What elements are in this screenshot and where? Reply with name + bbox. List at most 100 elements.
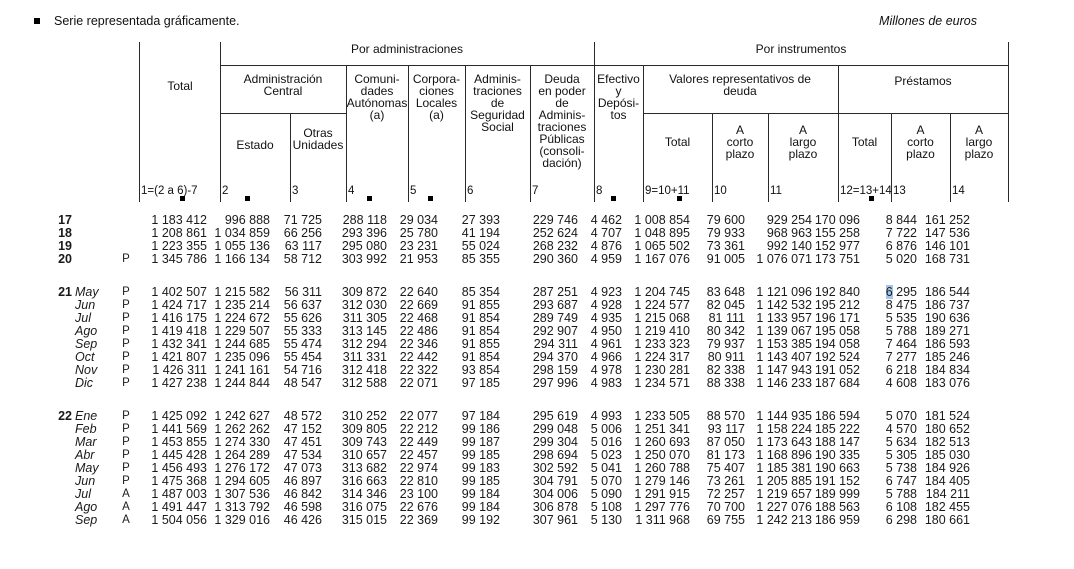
value-cell: 48 547	[283, 376, 322, 390]
value-cell: 1 416 175	[151, 311, 207, 325]
value-cell: 81 111	[708, 311, 745, 325]
value-cell: 189 999	[814, 487, 860, 501]
value-cell: 1 453 855	[151, 435, 207, 449]
value-cell: 1 291 915	[634, 487, 690, 501]
value-cell: 79 937	[706, 337, 745, 351]
value-cell: 303 992	[341, 252, 387, 266]
value-cell: 99 185	[461, 474, 500, 488]
value-cell: 8 475	[885, 298, 917, 312]
value-cell: 295 619	[532, 409, 578, 423]
value-cell: 87 050	[706, 435, 745, 449]
colnum-7: 7	[532, 185, 539, 197]
year-label: 21	[58, 285, 72, 299]
value-cell: 1 139 067	[756, 324, 812, 338]
value-cell: 1 427 238	[151, 376, 207, 390]
value-cell: 5 023	[590, 448, 622, 462]
value-cell: 56 637	[283, 298, 322, 312]
value-cell: 304 006	[532, 487, 578, 501]
value-cell: 75 407	[706, 461, 745, 475]
value-cell: 22 322	[399, 363, 438, 377]
value-cell: 1 244 844	[214, 376, 270, 390]
value-cell: 1 441 569	[151, 422, 207, 436]
value-cell: 195 058	[814, 324, 860, 338]
value-cell: 309 805	[341, 422, 387, 436]
value-cell: 47 152	[283, 422, 322, 436]
value-cell: 186 544	[924, 285, 970, 299]
value-cell: 93 117	[707, 422, 745, 436]
colnum-9: 9=10+11	[645, 185, 690, 197]
colnum-8: 8	[596, 185, 603, 197]
month-label: Sep	[75, 513, 98, 527]
value-cell: 299 048	[532, 422, 578, 436]
value-cell: 1 250 070	[634, 448, 690, 462]
value-cell: 97 185	[461, 376, 500, 390]
status-flag: P	[122, 410, 130, 422]
value-cell: 99 183	[461, 461, 500, 475]
table-border-line	[643, 113, 1008, 114]
value-cell: 1 475 368	[151, 474, 207, 488]
table-border-line	[643, 65, 644, 202]
colnum-4: 4	[348, 185, 355, 197]
value-cell: 5 788	[885, 324, 917, 338]
col-header-prestamos-corto: A corto plazo	[906, 123, 935, 161]
value-cell: 85 355	[461, 252, 500, 266]
table-border-line	[346, 65, 347, 202]
value-cell: 310 657	[341, 448, 387, 462]
value-cell: 22 212	[399, 422, 438, 436]
table-border-line	[1008, 42, 1009, 202]
col-header-corporaciones: Corpora- ciones Locales (a)	[412, 72, 461, 122]
value-cell: 4 950	[590, 324, 622, 338]
table-row: Feb P 1 441 569 1 262 262 47 152 309 805 22 21…	[0, 423, 1074, 436]
value-cell: 1 146 233	[756, 376, 812, 390]
value-cell: 298 694	[532, 448, 578, 462]
col-header-valores: Valores representativos de deuda	[669, 72, 811, 98]
value-cell: 5 108	[590, 500, 622, 514]
value-cell: 155 258	[814, 226, 860, 240]
value-cell: 41 194	[461, 226, 500, 240]
value-cell: 310 252	[341, 409, 387, 423]
value-cell: 99 185	[461, 448, 500, 462]
value-cell: 85 354	[461, 285, 500, 299]
value-cell: 316 663	[341, 474, 387, 488]
value-cell: 29 034	[399, 213, 438, 227]
value-cell: 1 224 577	[634, 298, 690, 312]
value-cell: 81 173	[706, 448, 745, 462]
value-cell: 4 983	[590, 376, 622, 390]
value-cell: 22 486	[399, 324, 438, 338]
month-label: Abr	[75, 448, 95, 462]
month-label: Nov	[75, 363, 98, 377]
value-cell: 22 442	[399, 350, 438, 364]
value-cell: 173 751	[814, 252, 860, 266]
col-header-efectivo: Efectivo y Depósi- tos	[597, 72, 640, 122]
value-cell: 1 224 672	[214, 311, 270, 325]
units-label: Millones de euros	[879, 14, 977, 28]
legend-text: Serie representada gráficamente.	[54, 14, 240, 28]
selected-text[interactable]: 6	[885, 285, 893, 299]
value-cell: 1 262 262	[214, 422, 270, 436]
value-cell: 58 712	[283, 252, 322, 266]
value-cell: 4 570	[885, 422, 917, 436]
value-cell: 5 788	[885, 487, 917, 501]
value-cell: 99 192	[461, 513, 500, 527]
value-cell: 968 963	[766, 226, 812, 240]
value-cell: 5 090	[590, 487, 622, 501]
value-cell: 66 256	[283, 226, 322, 240]
value-cell: 184 211	[925, 487, 970, 501]
value-cell: 1 426 311	[152, 363, 207, 377]
value-cell: 5 016	[590, 435, 622, 449]
value-cell: 313 682	[341, 461, 387, 475]
value-cell: 184 926	[924, 461, 970, 475]
month-label: Jun	[75, 298, 96, 312]
value-cell: 22 810	[399, 474, 438, 488]
value-cell: 1 260 693	[634, 435, 690, 449]
table-row: Jun P 1 424 717 1 235 214 56 637 312 030 22 66…	[0, 299, 1074, 312]
value-cell: 1 242 627	[214, 409, 270, 423]
status-flag: A	[122, 501, 130, 513]
value-cell: 1 208 861	[151, 226, 207, 240]
value-cell: 47 534	[283, 448, 322, 462]
value-cell: 55 333	[283, 324, 322, 338]
value-cell: 22 077	[399, 409, 438, 423]
value-cell: 1 167 076	[634, 252, 690, 266]
col-header-valores-largo: A largo plazo	[788, 123, 818, 161]
